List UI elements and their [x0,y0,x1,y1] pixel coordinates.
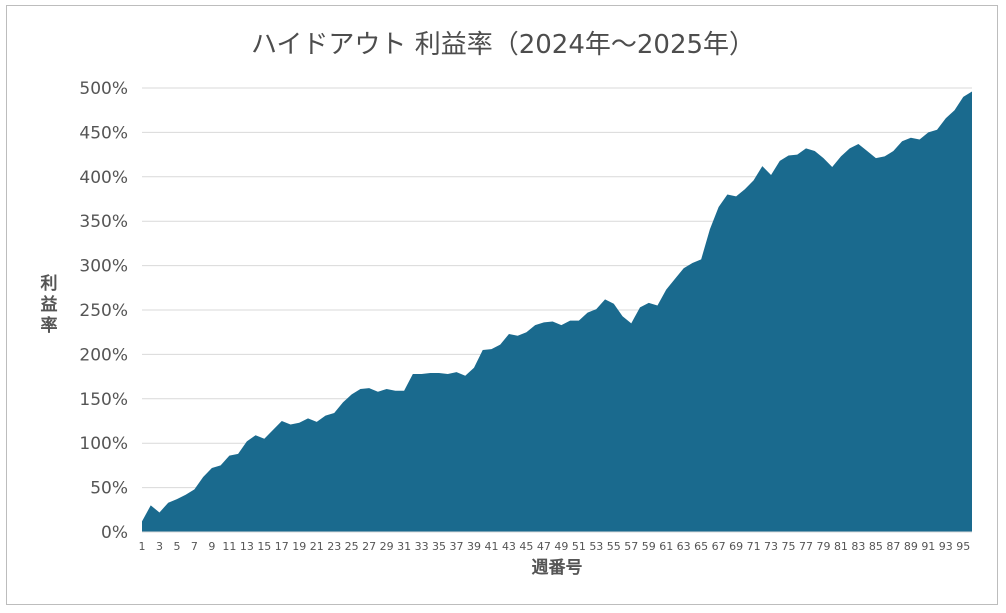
y-tick-label: 300% [79,257,128,277]
x-axis-ticks: 1 3 5 7 9 11 13 15 17 19 21 23 25 27 29 31 33 35 37 39 41 43 4… [139,540,971,553]
x-tick-label: 13 [240,540,254,553]
x-tick-label: 47 [537,540,551,553]
x-tick-label: 37 [450,540,464,553]
y-tick-label: 450% [79,123,128,143]
y-axis-label: 利益率 [41,273,58,336]
y-tick-label: 250% [79,301,128,321]
x-tick-label: 11 [222,540,236,553]
y-tick-label: 100% [79,434,128,454]
x-tick-label: 15 [257,540,271,553]
x-tick-label: 35 [432,540,446,553]
x-tick-label: 43 [502,540,516,553]
x-tick-label: 65 [694,540,708,553]
chart-title: ハイドアウト 利益率（2024年～2025年） [251,30,755,60]
x-tick-label: 7 [191,540,198,553]
y-axis-ticks: 0% 50% 100% 150% 200% 250% 300% 350% 400% 450% 500… [79,79,128,543]
x-tick-label: 39 [467,540,481,553]
x-tick-label: 31 [397,540,411,553]
x-tick-label: 23 [327,540,341,553]
x-tick-label: 29 [380,540,394,553]
x-tick-label: 57 [624,540,638,553]
y-tick-label: 200% [79,345,128,365]
x-tick-label: 19 [292,540,306,553]
x-tick-label: 79 [816,540,830,553]
x-tick-label: 95 [956,540,970,553]
x-tick-label: 49 [554,540,568,553]
x-tick-label: 53 [589,540,603,553]
x-tick-label: 83 [851,540,865,553]
x-tick-label: 69 [729,540,743,553]
x-tick-label: 25 [345,540,359,553]
x-tick-label: 45 [519,540,533,553]
chart-canvas: 0% 50% 100% 150% 200% 250% 300% 350% 400% 450% 500… [41,30,972,578]
x-tick-label: 63 [677,540,691,553]
x-tick-label: 5 [173,540,180,553]
x-tick-label: 17 [275,540,289,553]
x-tick-label: 81 [834,540,848,553]
y-tick-label: 350% [79,212,128,232]
x-tick-label: 59 [642,540,656,553]
y-tick-label: 0% [101,523,128,543]
area-series [142,91,972,533]
x-tick-label: 77 [799,540,813,553]
y-tick-label: 150% [79,390,128,410]
x-tick-label: 71 [747,540,761,553]
x-tick-label: 85 [869,540,883,553]
y-tick-label: 50% [90,479,128,499]
x-tick-label: 89 [904,540,918,553]
x-tick-label: 27 [362,540,376,553]
x-tick-label: 21 [310,540,324,553]
x-tick-label: 93 [939,540,953,553]
x-tick-label: 73 [764,540,778,553]
chart-frame: 0% 50% 100% 150% 200% 250% 300% 350% 400% 450% 500… [6,5,998,605]
x-tick-label: 51 [572,540,586,553]
x-tick-label: 33 [415,540,429,553]
x-axis-label: 週番号 [532,558,583,578]
y-tick-label: 500% [79,79,128,99]
x-tick-label: 91 [921,540,935,553]
x-tick-label: 87 [886,540,900,553]
x-tick-label: 61 [659,540,673,553]
y-tick-label: 400% [79,168,128,188]
x-tick-label: 67 [712,540,726,553]
x-tick-label: 1 [139,540,146,553]
x-tick-label: 9 [208,540,215,553]
x-tick-label: 55 [607,540,621,553]
x-tick-label: 41 [484,540,498,553]
x-tick-label: 75 [782,540,796,553]
x-tick-label: 3 [156,540,163,553]
